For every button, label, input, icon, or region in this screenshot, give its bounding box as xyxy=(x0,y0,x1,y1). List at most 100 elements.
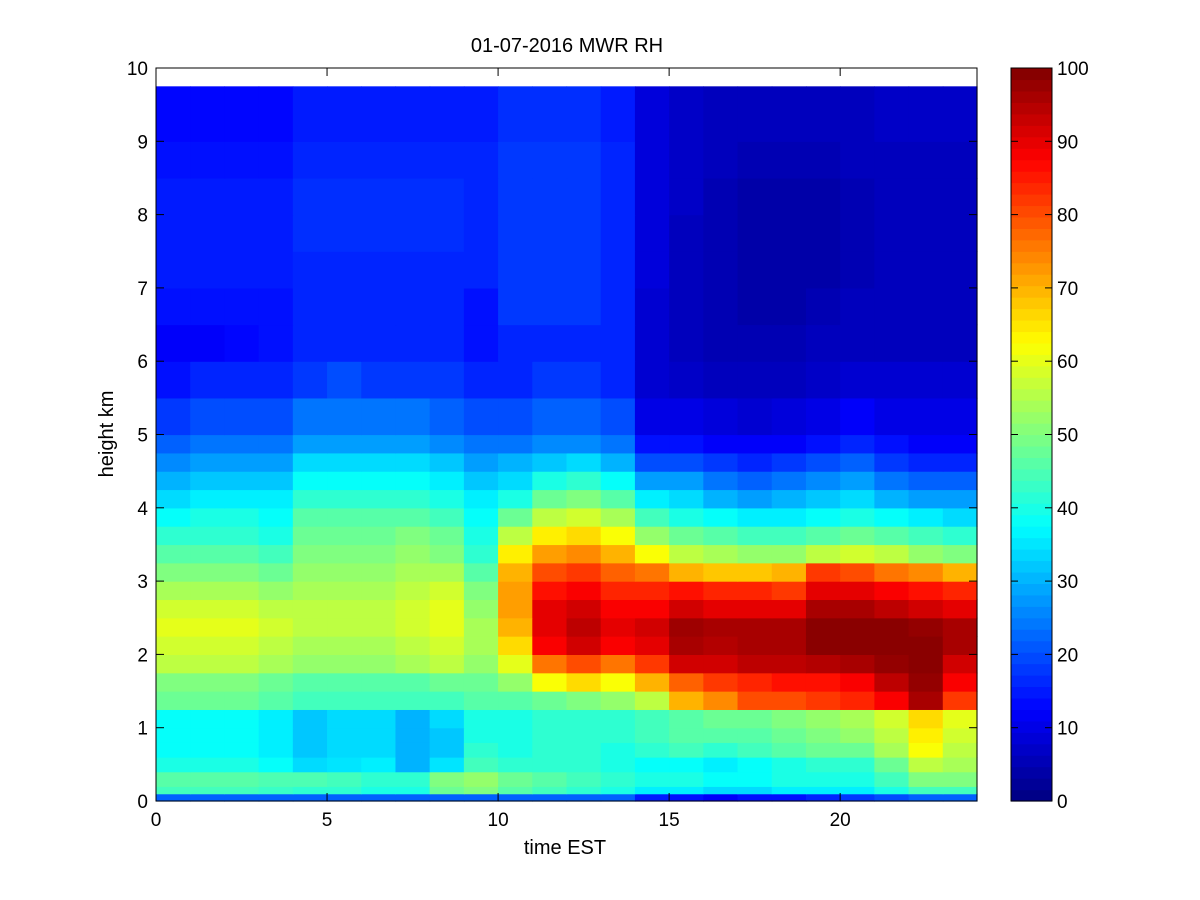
heatmap-cell xyxy=(429,581,465,601)
heatmap-cell xyxy=(395,397,431,436)
heatmap-cell xyxy=(737,489,773,509)
heatmap-cell xyxy=(156,452,191,472)
colorbar-tick-label: 50 xyxy=(1057,426,1078,447)
heatmap-cell xyxy=(156,727,191,743)
heatmap-cell xyxy=(908,581,944,601)
heatmap-cell xyxy=(395,544,431,564)
heatmap-cell xyxy=(566,177,602,216)
heatmap-cell xyxy=(634,397,670,436)
y-tick-label: 2 xyxy=(137,645,148,666)
heatmap-cell xyxy=(771,397,807,436)
colorbar-frame xyxy=(1010,67,1053,802)
heatmap-cell xyxy=(669,434,704,454)
heatmap-cell xyxy=(463,141,499,179)
heatmap-cell xyxy=(361,636,397,655)
heatmap-cell xyxy=(703,581,739,601)
colorbar-segment xyxy=(1011,549,1052,562)
heatmap-cell xyxy=(463,599,499,619)
heatmap-cell xyxy=(532,324,568,362)
heatmap-cell xyxy=(429,141,465,179)
heatmap-cell xyxy=(532,672,568,692)
heatmap-cell xyxy=(292,742,328,758)
heatmap-cell xyxy=(429,617,465,637)
heatmap-cell xyxy=(874,177,910,216)
heatmap-cell xyxy=(156,757,191,773)
heatmap-cell xyxy=(224,636,260,655)
heatmap-cell xyxy=(942,544,978,564)
heatmap-cell xyxy=(258,434,294,454)
heatmap-cell xyxy=(429,214,465,252)
heatmap-cell xyxy=(942,672,978,692)
heatmap-cell xyxy=(498,771,533,787)
heatmap-cell xyxy=(292,636,328,655)
heatmap-cell xyxy=(429,526,465,546)
y-axis-label: height km xyxy=(96,391,118,478)
heatmap-cell xyxy=(395,361,431,399)
colorbar-segment xyxy=(1011,583,1052,596)
heatmap-cell xyxy=(566,654,602,674)
heatmap-cell xyxy=(532,562,568,582)
heatmap-cell xyxy=(805,636,841,655)
heatmap-cell xyxy=(361,757,397,773)
heatmap-cell xyxy=(771,562,807,582)
heatmap-cell xyxy=(361,771,397,787)
heatmap-cell xyxy=(258,742,294,758)
colorbar-segment xyxy=(1011,766,1052,779)
heatmap-cell xyxy=(292,672,328,692)
heatmap-cell xyxy=(771,507,807,527)
colorbar-segment xyxy=(1011,365,1052,378)
colorbar-segment xyxy=(1011,571,1052,584)
heatmap-cell xyxy=(327,507,362,527)
heatmap-cell xyxy=(737,544,773,564)
heatmap-cell xyxy=(327,672,362,692)
heatmap-cell xyxy=(498,672,533,692)
heatmap-cell xyxy=(600,757,636,773)
heatmap-cell xyxy=(703,324,739,362)
heatmap-cell xyxy=(942,214,978,252)
heatmap-cell xyxy=(156,287,191,326)
heatmap-cell xyxy=(258,452,294,472)
heatmap-cell xyxy=(156,177,191,216)
heatmap-cell xyxy=(600,581,636,601)
heatmap-cell xyxy=(463,727,499,743)
heatmap-cell xyxy=(874,141,910,179)
heatmap-cell xyxy=(634,562,670,582)
heatmap-cell xyxy=(224,617,260,637)
heatmap-cell xyxy=(190,526,226,546)
heatmap-cell xyxy=(327,793,362,802)
colorbar-segment xyxy=(1011,228,1052,241)
colorbar-segment xyxy=(1011,354,1052,367)
heatmap-cell xyxy=(771,86,807,142)
colorbar-tick-label: 40 xyxy=(1057,499,1078,520)
heatmap-cell xyxy=(498,727,533,743)
heatmap-cell xyxy=(634,672,670,692)
heatmap-cell xyxy=(942,489,978,509)
heatmap-cell xyxy=(292,654,328,674)
x-tick-label: 10 xyxy=(488,810,509,831)
heatmap-cell xyxy=(669,672,704,692)
heatmap-cell xyxy=(156,654,191,674)
heatmap-cell xyxy=(532,636,568,655)
heatmap-cell xyxy=(874,361,910,399)
heatmap-cell xyxy=(600,691,636,710)
heatmap-cell xyxy=(600,471,636,491)
heatmap-cell xyxy=(669,742,704,758)
heatmap-cell xyxy=(190,544,226,564)
heatmap-cell xyxy=(224,251,260,289)
heatmap-cell xyxy=(429,507,465,527)
heatmap-cell xyxy=(532,709,568,729)
heatmap-cell xyxy=(634,742,670,758)
heatmap-cell xyxy=(463,86,499,142)
colorbar-segment xyxy=(1011,297,1052,310)
colorbar-segment xyxy=(1011,308,1052,321)
heatmap-cell xyxy=(600,672,636,692)
heatmap-cell xyxy=(190,771,226,787)
heatmap-cell xyxy=(566,581,602,601)
heatmap-cell xyxy=(224,544,260,564)
heatmap-cell xyxy=(224,672,260,692)
heatmap-cell xyxy=(634,617,670,637)
heatmap-cell xyxy=(908,361,944,399)
heatmap-cell xyxy=(498,526,533,546)
heatmap-cell xyxy=(190,287,226,326)
